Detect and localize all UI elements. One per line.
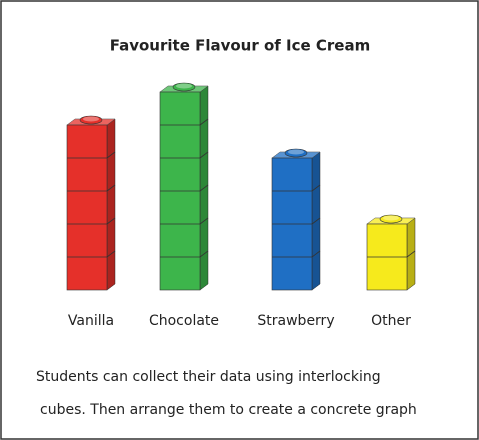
bar-side-shade [107,119,115,290]
cube-divider-side [106,250,116,258]
x-tick-label: Strawberry [257,313,334,329]
chart-title: Favourite Flavour of Ice Cream [110,37,371,55]
stud [172,82,196,92]
x-tick-label: Vanilla [68,313,114,329]
cube-divider-side [311,184,321,192]
cube-divider-side [199,118,209,126]
cube-divider-side [311,217,321,225]
x-tick-label: Chocolate [149,313,219,329]
x-tick-label: Other [371,313,411,329]
bar [66,124,108,291]
cube-divider-side [106,151,116,159]
cube-divider-side [199,217,209,225]
stud [284,148,308,158]
stud-shine [176,83,192,89]
cube-divider-side [199,151,209,159]
cube-divider-side [199,250,209,258]
cube-divider-side [199,184,209,192]
cube-divider-side [311,250,321,258]
stud-shine [83,116,99,122]
stud-shine [288,149,304,155]
stud [379,214,403,224]
caption: Students can collect their data using in… [36,369,381,385]
caption: cubes. Then arrange them to create a con… [40,402,417,418]
cube-divider-side [406,250,416,258]
cube-divider-side [106,184,116,192]
stud [79,115,103,125]
stud-shine [383,215,399,221]
cube-divider-side [106,217,116,225]
